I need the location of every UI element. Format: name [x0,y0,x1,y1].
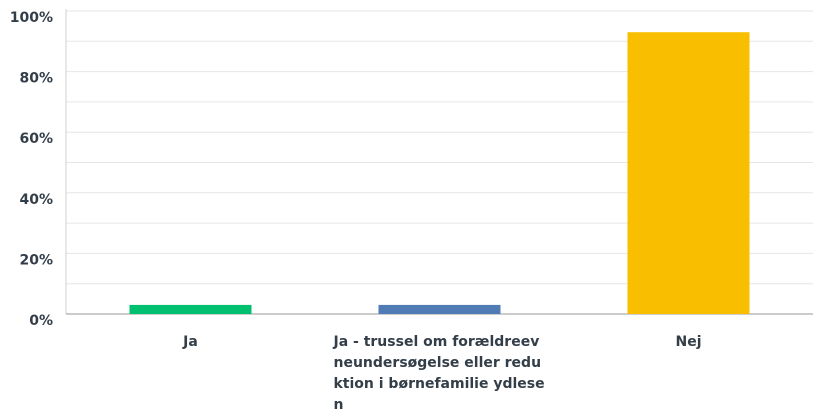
bar [129,304,252,314]
y-tick-label: 80% [19,71,53,87]
x-tick-label: Nej [675,334,702,350]
x-tick-label: Ja - trussel om forældreevneundersøgelse… [333,334,545,413]
y-tick-label: 20% [19,252,53,268]
x-tick-label: Ja [183,334,198,350]
bar [378,304,501,314]
y-tick-label: 60% [19,131,53,147]
y-tick-label: 40% [19,192,53,208]
y-tick-label: 0% [29,313,53,329]
x-tick-label-box: Ja [66,332,315,353]
x-tick-label-box: Nej [564,332,813,353]
x-tick-label-box: Ja - trussel om forældreevneundersøgelse… [315,332,564,416]
bar [627,32,750,315]
y-tick-label: 100% [10,10,53,26]
